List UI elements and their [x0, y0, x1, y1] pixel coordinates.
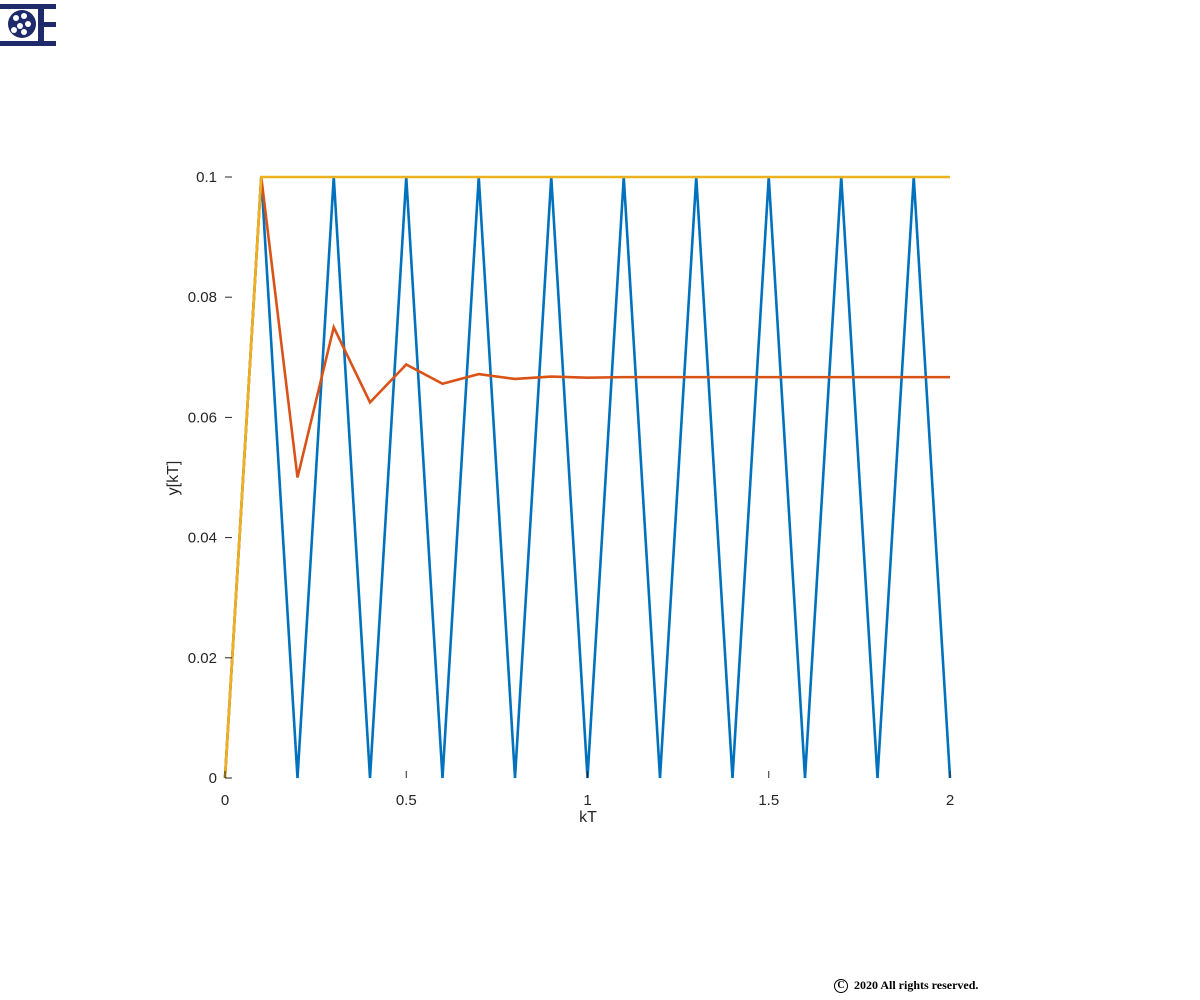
x-axis-label: kT — [579, 809, 597, 826]
footer: C 2020 All rights reserved. — [834, 978, 978, 993]
y-tick-label: 0.08 — [188, 289, 217, 306]
x-tick-label: 1 — [583, 792, 591, 809]
x-tick-label: 1.5 — [758, 792, 779, 809]
y-tick-label: 0.02 — [188, 650, 217, 667]
y-tick-label: 0.06 — [188, 409, 217, 426]
y-axis-label: y[kT] — [165, 461, 182, 496]
x-tick-label: 0.5 — [396, 792, 417, 809]
y-tick-label: 0.04 — [188, 530, 217, 547]
y-tick-label: 0 — [209, 770, 217, 787]
x-tick-label: 0 — [221, 792, 229, 809]
series-2-line — [223, 176, 950, 779]
copyright-icon: C — [834, 978, 848, 993]
footer-text: 2020 All rights reserved. — [854, 978, 979, 992]
series-3-line — [223, 175, 950, 779]
logo-icon — [0, 4, 56, 46]
x-tick-label: 2 — [946, 792, 954, 809]
series-1-line — [223, 176, 952, 779]
y-tick-label: 0.1 — [196, 169, 217, 186]
